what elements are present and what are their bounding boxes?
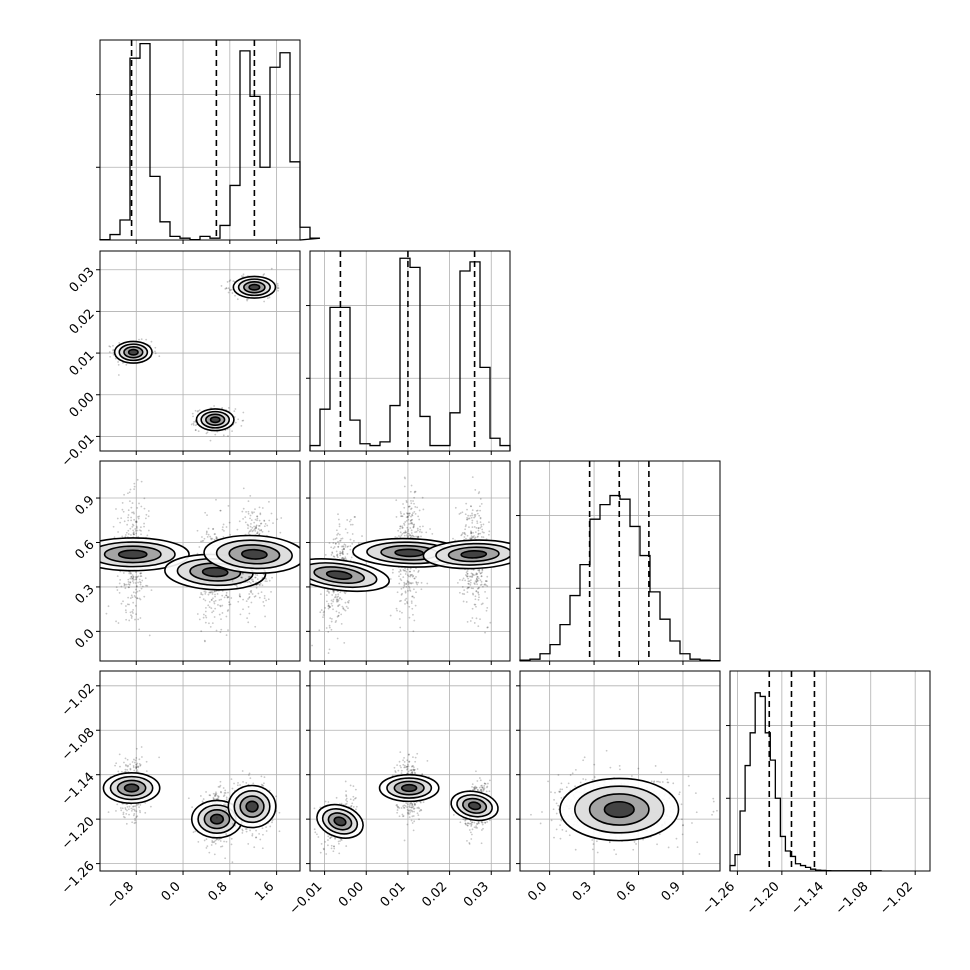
x-tick-label-1-0: −0.01 [287,879,326,918]
hist-bars-1 [309,257,511,451]
x-tick-label-2-0: 0.0 [525,879,550,904]
scatter-panel-2-0 [96,460,301,665]
contour-3-1-1-3 [400,783,418,793]
x-tick-label-0-1: 0.0 [159,879,184,904]
y-tick-label-2-1: 0.3 [72,582,97,607]
y-tick-label-1-2: 0.01 [67,348,98,379]
y-tick-label-2-0: 0.0 [72,626,97,651]
hist-bars-0 [99,42,321,241]
contours-2-1-0 [310,558,390,593]
y-tick-label-1-3: 0.02 [67,306,98,337]
hist-panel-1 [306,250,511,455]
x-tick-label-1-4: 0.03 [461,879,492,910]
x-tick-label-2-1: 0.3 [570,879,595,904]
contour-3-1-0-3 [333,816,347,827]
scatter-panel-2-1 [306,460,511,665]
x-tick-label-2-2: 0.6 [614,879,639,904]
y-tick-label-2-3: 0.9 [72,493,97,518]
x-tick-label-0-3: 1.6 [252,879,277,904]
contours-2-1-2 [422,539,510,570]
contours-3-1-0 [316,803,364,839]
contours-3-0-2 [227,784,277,829]
x-tick-label-3-3: −1.08 [833,879,872,918]
x-tick-label-1-3: 0.02 [419,879,450,910]
contour-2-1-0-3 [325,570,353,580]
scatter-panel-1-0 [96,250,301,455]
x-tick-label-1-2: 0.01 [378,879,409,910]
contour-2-0-0-3 [117,549,148,560]
x-tick-label-0-0: −0.8 [104,879,137,912]
x-tick-label-0-2: 0.8 [205,879,230,904]
contour-3-1-2-3 [467,801,482,811]
contours-1-0-0 [113,340,153,364]
contours-1-0-1 [195,408,235,432]
contours-3-0-0 [102,772,161,805]
x-tick-label-3-2: −1.14 [788,879,827,918]
y-tick-label-1-4: 0.03 [67,265,98,296]
contours-2-0-2 [203,534,300,574]
contour-2-0-2-3 [241,548,268,560]
y-tick-label-3-2: −1.14 [59,770,98,809]
scatter-panel-3-1 [306,670,511,875]
contours-3-1-1 [378,773,440,803]
contour-3-2-0-3 [603,800,635,819]
hist-bars-2 [519,494,721,662]
y-tick-label-3-1: −1.20 [59,814,98,853]
contour-3-0-1-3 [209,813,225,825]
x-tick-label-3-4: −1.02 [877,879,916,918]
contour-3-0-2-3 [245,800,259,813]
scatter-panel-3-0 [96,670,301,875]
hist-bars-3 [729,692,882,872]
contours-3-2-0 [559,777,680,842]
y-tick-label-2-2: 0.6 [72,538,97,563]
hist-panel-3 [726,670,931,875]
contour-3-0-0-3 [123,783,140,793]
y-tick-label-1-0: −0.01 [59,431,98,470]
contour-2-1-2-3 [460,549,488,559]
y-tick-label-3-4: −1.02 [59,681,98,720]
contour-1-0-2-3 [248,283,261,291]
y-tick-label-3-0: −1.26 [59,859,98,898]
contours-1-0-2 [232,275,277,299]
contour-1-0-1-3 [209,416,221,424]
contour-2-0-1-3 [201,566,229,578]
corner-panels: −0.010.000.010.020.030.00.30.60.9−1.26−1… [59,39,931,918]
contours-3-1-2 [450,790,499,822]
scatter-panel-3-2 [516,670,721,875]
hist-panel-2 [516,460,721,665]
y-tick-label-3-3: −1.08 [59,725,98,764]
contour-1-0-0-3 [127,348,139,356]
x-tick-label-2-3: 0.9 [659,879,684,904]
x-tick-label-1-1: 0.00 [336,879,367,910]
x-tick-label-3-1: −1.20 [744,879,783,918]
contour-2-1-1-3 [394,548,425,558]
x-tick-label-3-0: −1.26 [699,879,738,918]
hist-panel-0 [96,39,321,244]
y-tick-label-1-1: 0.00 [67,390,98,421]
contours-2-0-0 [100,537,190,572]
